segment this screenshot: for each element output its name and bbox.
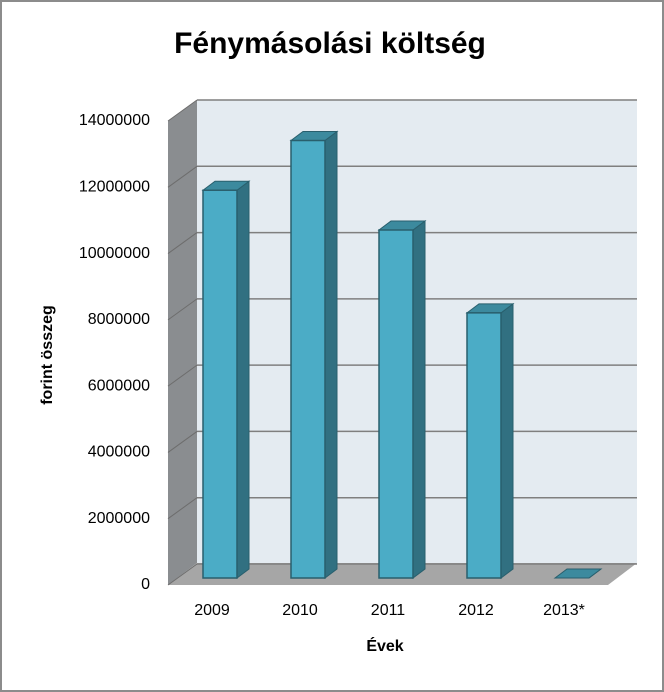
bar-top: [553, 568, 603, 579]
x-tick-label: 2011: [371, 602, 406, 619]
y-tick-label: 14000000: [79, 112, 150, 129]
y-tick-label: 8000000: [88, 311, 150, 328]
x-tick-label: 2009: [194, 602, 230, 619]
bar: [201, 180, 251, 579]
y-axis-label: forint összeg: [39, 305, 56, 405]
bar: [289, 130, 339, 579]
x-tick-label: 2012: [458, 602, 494, 619]
bar-side: [412, 220, 426, 579]
y-tick-label: 2000000: [88, 510, 150, 527]
grid-line-side: [167, 99, 198, 122]
x-tick-label: 2013*: [543, 602, 585, 619]
y-tick-label: 0: [141, 576, 150, 593]
grid-line-side: [167, 364, 198, 387]
x-tick-label: 2010: [282, 602, 318, 619]
bar-side: [500, 302, 514, 579]
bar-side: [324, 130, 338, 579]
grid-line-side: [167, 165, 198, 188]
x-axis-label: Évek: [366, 636, 403, 655]
grid-line-side: [167, 298, 198, 321]
bar-front: [202, 189, 238, 579]
grid-line-side: [167, 431, 198, 453]
y-tick-label: 10000000: [79, 245, 150, 262]
chart-title: Fénymásolási költség: [174, 27, 486, 60]
grid-line-side: [167, 232, 198, 254]
side-wall: [168, 100, 197, 585]
grid-line-side: [167, 563, 198, 586]
bar-front: [378, 229, 414, 579]
bar-front: [466, 312, 502, 579]
bar: [553, 568, 603, 579]
y-tick-label: 6000000: [88, 377, 150, 394]
y-tick-label: 12000000: [79, 179, 150, 196]
y-tick-label: 4000000: [88, 444, 150, 461]
bar: [465, 302, 515, 579]
bar: [377, 220, 427, 579]
bar-front: [290, 139, 326, 579]
bar-side: [236, 180, 250, 579]
grid-line-side: [167, 497, 198, 520]
